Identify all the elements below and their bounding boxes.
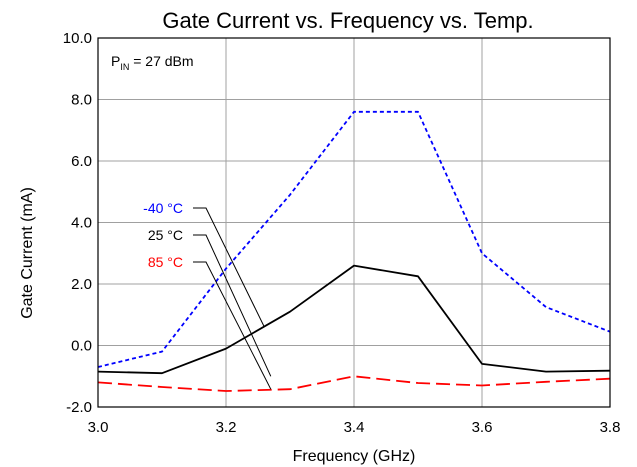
leader-line-1	[193, 234, 272, 377]
x-tick-label: 3.6	[472, 419, 493, 436]
chart-title: Gate Current vs. Frequency vs. Temp.	[162, 8, 533, 33]
y-tick-label: 6.0	[71, 153, 92, 170]
series-line-0	[97, 110, 611, 368]
grid-lines	[97, 37, 611, 408]
leader-line-2	[193, 261, 272, 390]
y-tick-label: 10.0	[63, 30, 92, 47]
x-axis-label: Frequency (GHz)	[293, 448, 416, 465]
pin-subscript: IN	[120, 62, 129, 72]
series-line-1	[97, 264, 611, 375]
y-tick-labels: -2.0 0.0 2.0 4.0 6.0 8.0 10.0	[63, 30, 92, 416]
x-tick-label: 3.4	[344, 419, 365, 436]
y-tick-label: 4.0	[71, 215, 92, 232]
plot-frame	[97, 37, 611, 408]
y-axis-label: Gate Current (mA)	[19, 187, 36, 319]
legend: -40 °C 25 °C 85 °C	[143, 200, 183, 270]
y-tick-label: -2.0	[66, 399, 92, 416]
x-tick-labels: 3.0 3.2 3.4 3.6 3.8	[88, 419, 621, 436]
legend-label-1: 25 °C	[148, 227, 183, 243]
pin-suffix: = 27 dBm	[129, 53, 193, 69]
x-tick-label: 3.2	[216, 419, 237, 436]
leader-line-0	[193, 207, 265, 328]
series-line-2	[97, 375, 611, 392]
legend-leader-lines	[193, 207, 272, 390]
y-tick-label: 8.0	[71, 92, 92, 109]
y-tick-label: 2.0	[71, 276, 92, 293]
x-tick-label: 3.0	[88, 419, 109, 436]
legend-label-0: -40 °C	[143, 200, 183, 216]
input-power-annotation: PIN = 27 dBm	[111, 53, 194, 72]
legend-label-2: 85 °C	[148, 254, 183, 270]
x-tick-label: 3.8	[600, 419, 621, 436]
series-layer	[97, 110, 611, 392]
pin-prefix: P	[111, 53, 120, 69]
y-tick-label: 0.0	[71, 338, 92, 355]
